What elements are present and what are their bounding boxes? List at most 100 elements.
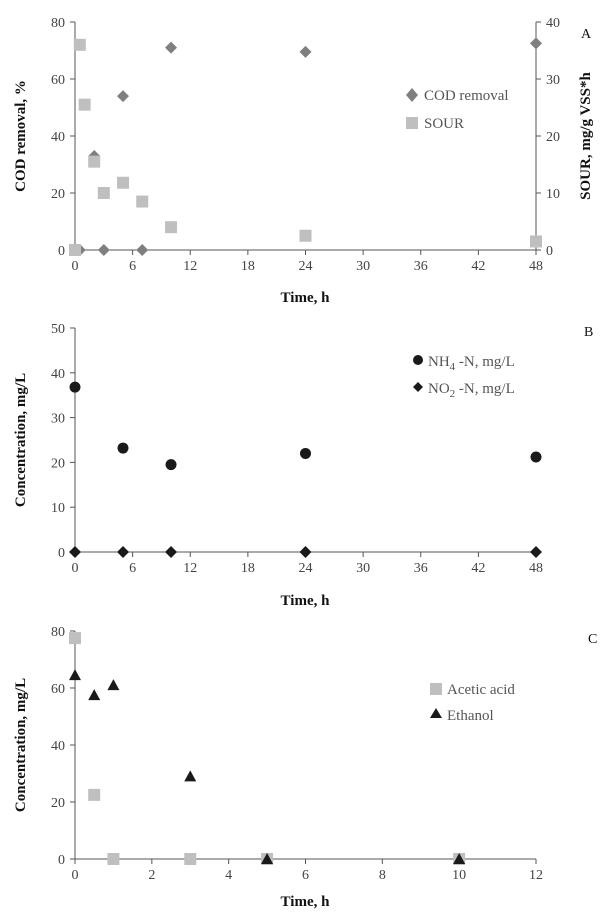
panel-a-letter: A xyxy=(581,27,592,42)
y-tick-label: 10 xyxy=(51,501,65,516)
data-point-nh4-n-mg-l xyxy=(300,447,311,459)
data-point-ethanol xyxy=(69,669,81,681)
x-tick-label: 18 xyxy=(241,259,255,274)
panel-c: 0 2 4 6 8 10 12 0 20 40 60 80 Time, h Concentration… xyxy=(13,625,597,910)
panel-b-marks xyxy=(69,381,542,558)
panel-a-marks xyxy=(69,37,542,256)
legend-marker-ethanol xyxy=(430,708,442,718)
data-point-cod-removal xyxy=(97,244,110,256)
x-tick-label: 6 xyxy=(129,561,136,576)
panel-b-letter: B xyxy=(584,325,593,340)
data-point-cod-removal xyxy=(136,244,149,256)
legend-marker-acetic-acid xyxy=(430,683,442,695)
x-tick-label: 0 xyxy=(72,259,79,274)
x-tick-label: 30 xyxy=(356,259,370,274)
x-tick-label: 12 xyxy=(183,259,197,274)
y2-tick-label: 20 xyxy=(546,130,560,145)
legend-marker-nh4 xyxy=(413,355,423,365)
y-tick-label: 80 xyxy=(51,625,65,640)
legend-marker-no2 xyxy=(413,382,423,392)
data-point-acetic-acid xyxy=(69,632,81,645)
data-point-cod-removal xyxy=(117,90,130,103)
x-tick-label: 36 xyxy=(414,259,428,274)
panel-c-letter: C xyxy=(588,632,597,647)
legend-no2-sub: 2 xyxy=(450,388,456,400)
y2-tick-label: 0 xyxy=(546,244,553,259)
y-tick-label: 40 xyxy=(51,130,65,145)
legend-label-no2: NO2 -N, mg/L xyxy=(428,381,515,400)
data-point-nh4-n-mg-l xyxy=(530,451,542,463)
data-point-sour xyxy=(136,195,149,208)
panel-b-ylabel: Concentration, mg/L xyxy=(13,373,29,507)
panel-b-legend: NH4 -N, mg/L NO2 -N, mg/L xyxy=(413,354,515,400)
y-tick-label: 60 xyxy=(51,73,65,88)
data-point-ethanol xyxy=(107,679,120,691)
panel-a-ylabel: COD removal, % xyxy=(13,80,29,192)
x-tick-label: 12 xyxy=(529,868,543,883)
x-tick-label: 2 xyxy=(148,868,155,883)
legend-label-acetic-acid: Acetic acid xyxy=(447,682,515,698)
y-tick-label: 20 xyxy=(51,456,65,471)
x-tick-label: 18 xyxy=(241,561,255,576)
y2-tick-label: 30 xyxy=(546,73,560,88)
y2-tick-label: 10 xyxy=(546,187,560,202)
data-point-sour xyxy=(530,235,542,248)
panel-a-xlabel: Time, h xyxy=(281,290,331,306)
y-tick-label: 20 xyxy=(51,796,65,811)
data-point-no2-n-mg-l xyxy=(117,546,130,558)
legend-no2-main: NO xyxy=(428,381,450,397)
data-point-cod-removal xyxy=(165,41,178,54)
panel-c-axes: 0 2 4 6 8 10 12 0 20 40 60 80 xyxy=(51,625,543,883)
data-point-no2-n-mg-l xyxy=(530,546,542,558)
x-tick-label: 24 xyxy=(299,259,313,274)
y-tick-label: 50 xyxy=(51,322,65,337)
data-point-ethanol xyxy=(88,689,101,701)
panel-c-legend: Acetic acid Ethanol xyxy=(430,682,515,724)
x-tick-label: 6 xyxy=(129,259,136,274)
x-tick-label: 6 xyxy=(302,868,309,883)
y-tick-label: 20 xyxy=(51,187,65,202)
x-tick-label: 12 xyxy=(183,561,197,576)
data-point-cod-removal xyxy=(299,45,312,58)
y-tick-label: 40 xyxy=(51,739,65,754)
data-point-sour xyxy=(117,176,130,189)
data-point-sour xyxy=(73,38,86,51)
legend-marker-cod-removal xyxy=(406,88,418,102)
data-point-sour xyxy=(165,221,178,234)
data-point-no2-n-mg-l xyxy=(299,546,312,558)
x-tick-label: 42 xyxy=(471,561,485,576)
data-point-ethanol xyxy=(184,770,197,782)
y-tick-label: 0 xyxy=(58,853,65,868)
x-tick-label: 24 xyxy=(299,561,313,576)
y-tick-label: 0 xyxy=(58,244,65,259)
panel-c-xlabel: Time, h xyxy=(281,894,331,910)
data-point-sour xyxy=(78,98,91,111)
data-point-sour xyxy=(97,187,110,199)
legend-label-sour: SOUR xyxy=(424,116,464,132)
legend-label-nh4: NH4 -N, mg/L xyxy=(428,354,515,373)
x-tick-label: 48 xyxy=(529,561,543,576)
data-point-no2-n-mg-l xyxy=(69,546,81,558)
data-point-sour xyxy=(88,155,101,168)
x-tick-label: 48 xyxy=(529,259,543,274)
y-tick-label: 40 xyxy=(51,367,65,382)
legend-marker-sour xyxy=(406,117,418,129)
legend-nh4-sub: 4 xyxy=(450,361,456,373)
data-point-ethanol xyxy=(453,853,466,864)
y-tick-label: 80 xyxy=(51,16,65,31)
x-tick-label: 42 xyxy=(471,259,485,274)
legend-nh4-rest: -N, mg/L xyxy=(455,354,515,370)
legend-label-cod-removal: COD removal xyxy=(424,88,509,104)
x-tick-label: 4 xyxy=(225,868,232,883)
data-point-ethanol xyxy=(261,853,274,864)
x-tick-label: 0 xyxy=(72,561,79,576)
x-tick-label: 0 xyxy=(72,868,79,883)
data-point-sour xyxy=(69,244,81,256)
x-tick-label: 36 xyxy=(414,561,428,576)
y-tick-label: 30 xyxy=(51,412,65,427)
data-point-acetic-acid xyxy=(107,853,120,865)
data-point-no2-n-mg-l xyxy=(165,546,178,558)
